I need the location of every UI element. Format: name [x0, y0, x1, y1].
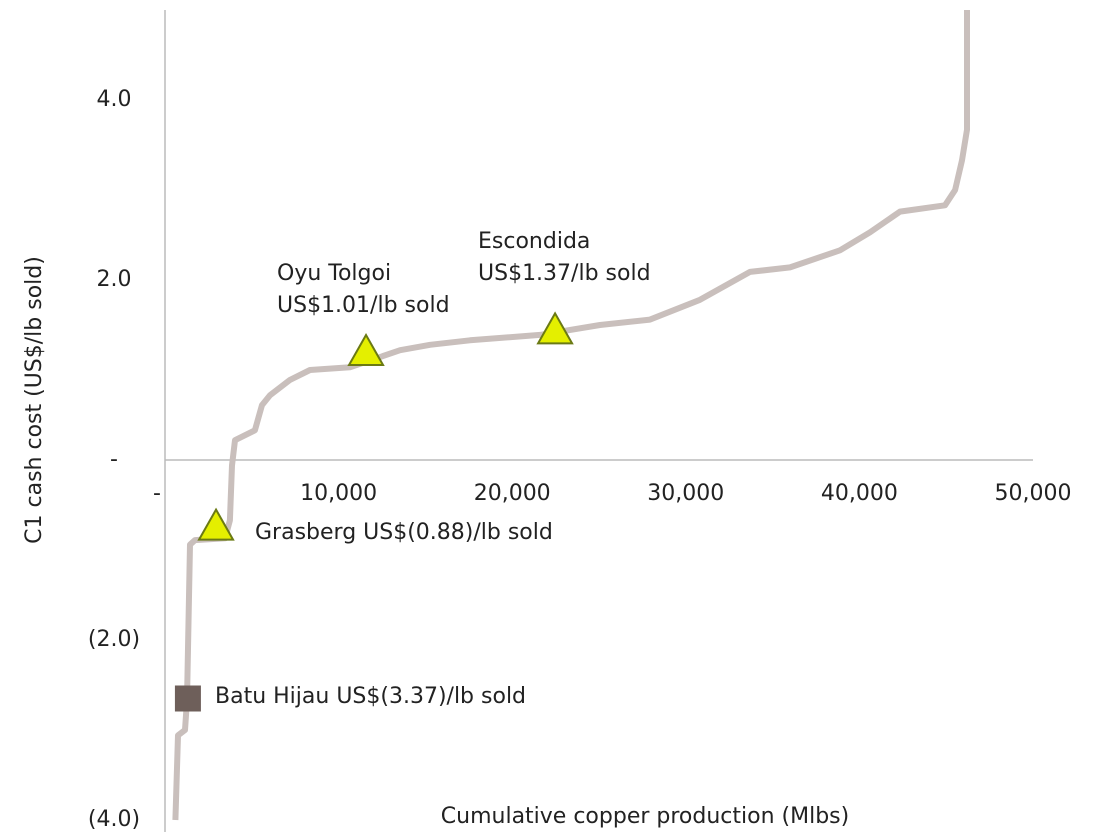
y-tick-label: (2.0) — [88, 627, 140, 652]
mine-label: US$1.37/lb sold — [478, 261, 651, 286]
mine-marker — [347, 332, 385, 366]
x-tick-label: 30,000 — [647, 481, 724, 506]
y-tick-label: - — [110, 447, 118, 472]
y-axis-title: C1 cash cost (US$/lb sold) — [22, 256, 47, 544]
mine-label: Escondida — [478, 229, 590, 254]
mine-label: Batu Hijau US$(3.37)/lb sold — [215, 684, 526, 709]
y-tick-label: 4.0 — [97, 87, 132, 112]
x-axis-title: Cumulative copper production (Mlbs) — [441, 804, 849, 829]
x-tick-label: 50,000 — [995, 481, 1072, 506]
y-tick-label: (4.0) — [88, 807, 140, 832]
x-tick-label: 20,000 — [474, 481, 551, 506]
mine-label: US$1.01/lb sold — [277, 293, 450, 318]
y-tick-label: 2.0 — [97, 267, 132, 292]
mine-marker — [174, 685, 201, 712]
mine-marker — [197, 507, 235, 541]
mine-label: Oyu Tolgoi — [277, 261, 391, 286]
mine-label: Grasberg US$(0.88)/lb sold — [255, 520, 553, 545]
mine-marker — [536, 311, 574, 345]
x-tick-label: - — [153, 481, 161, 506]
x-tick-label: 10,000 — [300, 481, 377, 506]
x-tick-label: 40,000 — [821, 481, 898, 506]
